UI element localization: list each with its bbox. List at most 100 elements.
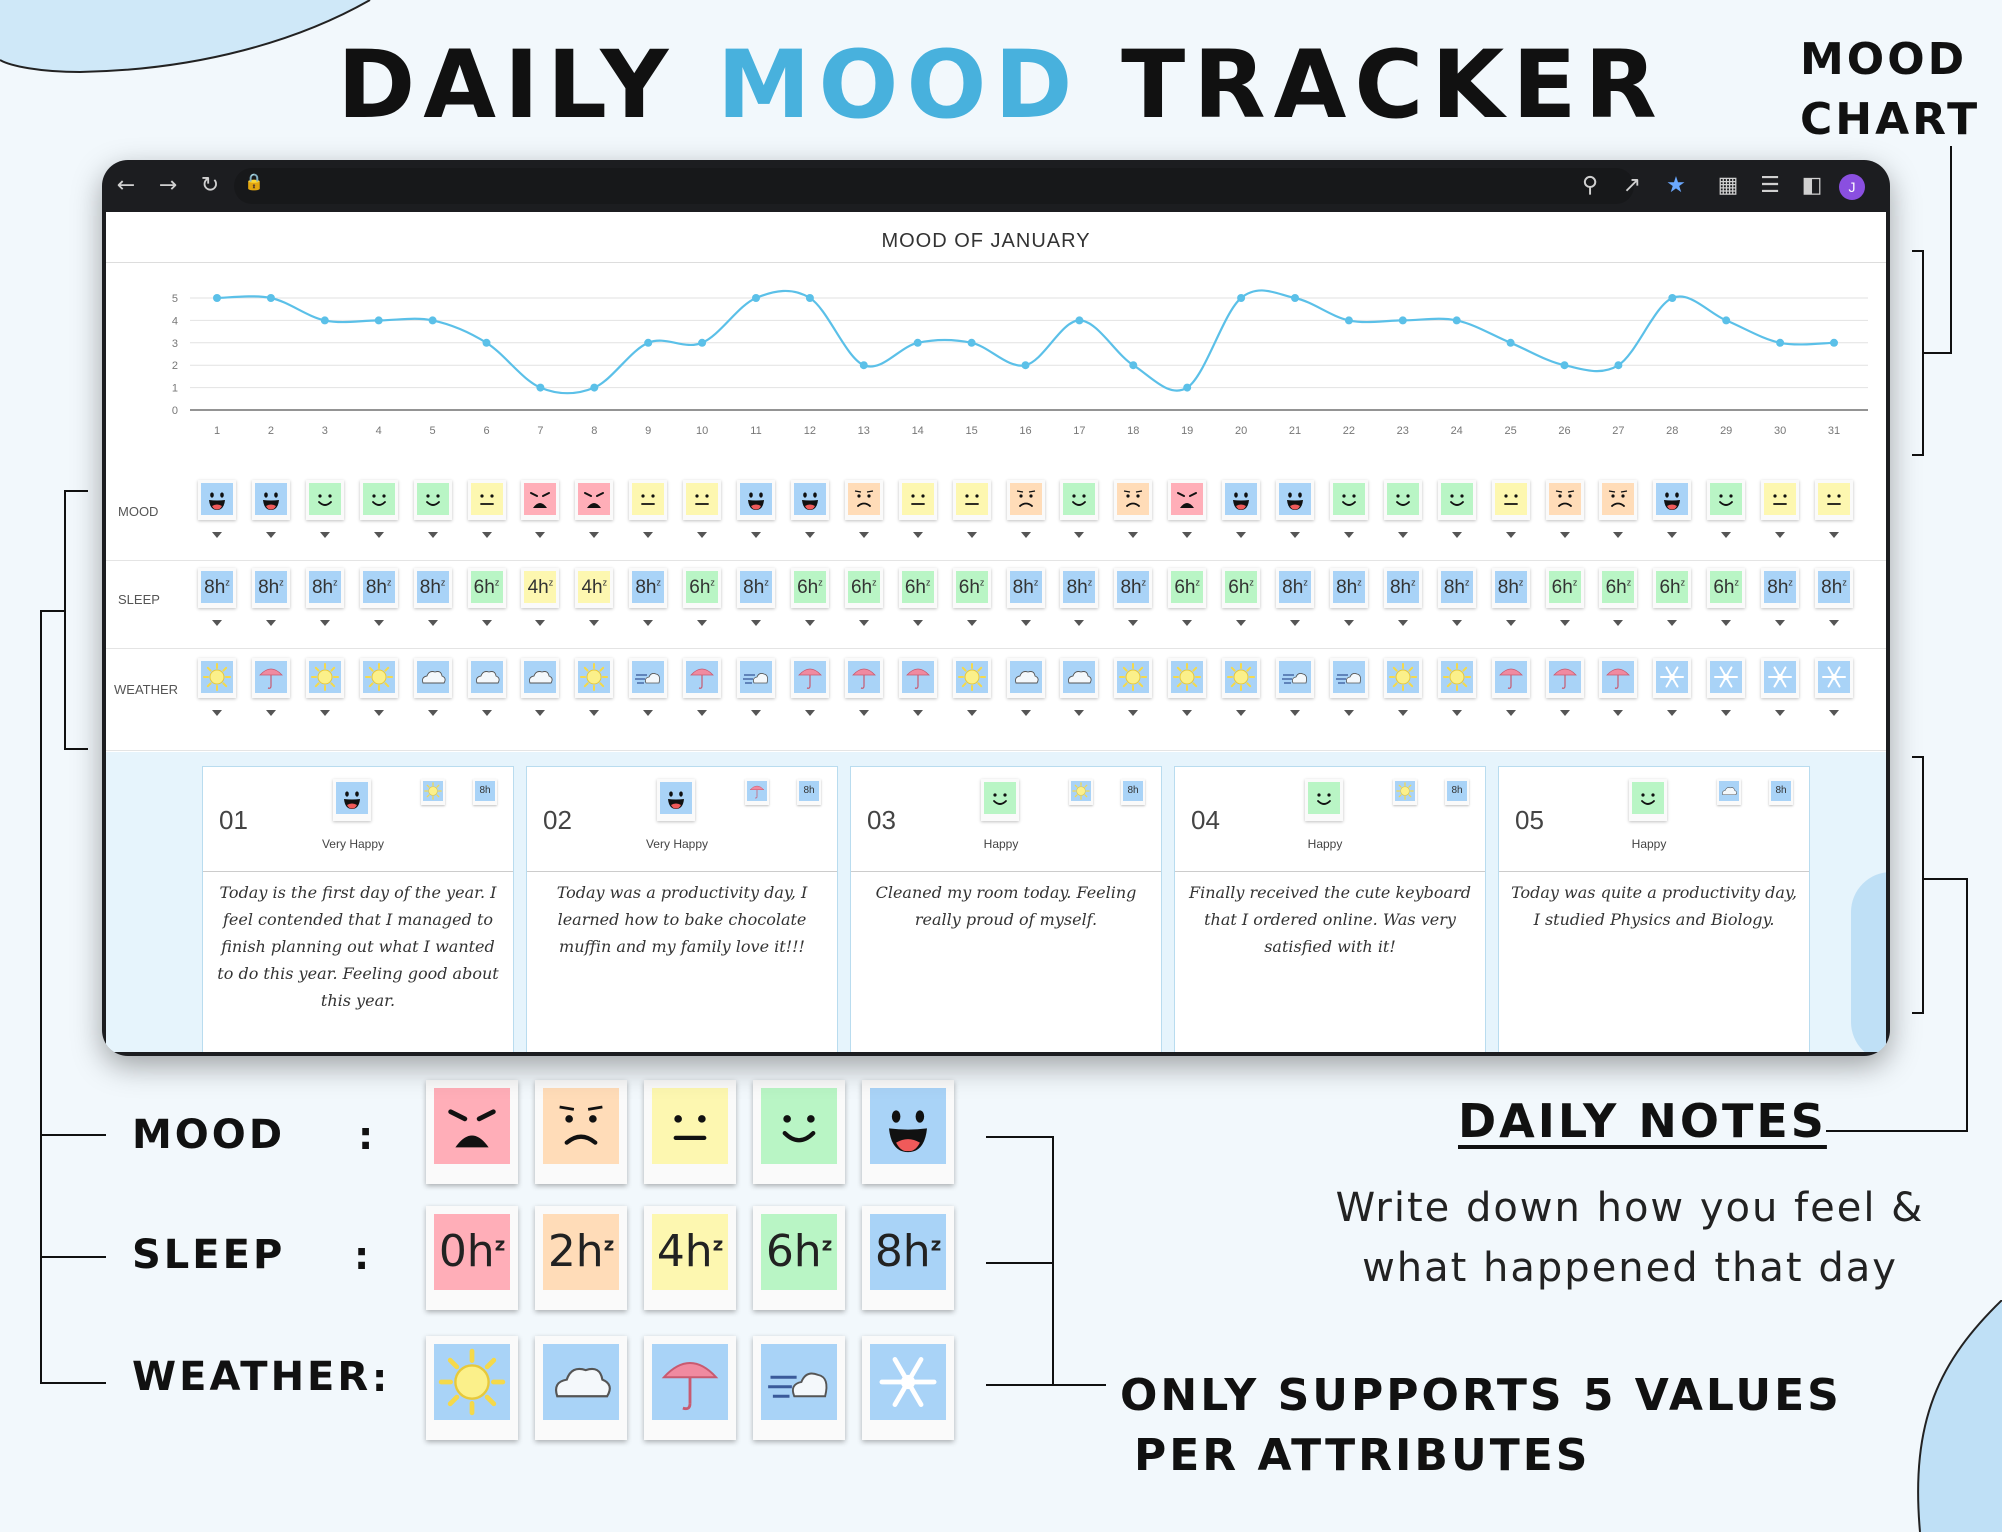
chevron-down-icon[interactable] (1074, 532, 1085, 538)
weather-cell-day-20[interactable] (1222, 658, 1261, 698)
note-mood-icon[interactable] (1629, 779, 1667, 821)
note-mood-icon[interactable] (333, 779, 371, 821)
mood-cell-day-30[interactable] (1761, 480, 1800, 520)
note-mood-icon[interactable] (1305, 779, 1343, 821)
daily-note-card[interactable]: 05 8h Happy Today was quite a productivity … (1498, 766, 1810, 1052)
mood-cell-day-13[interactable] (844, 480, 883, 520)
chevron-down-icon[interactable] (751, 710, 761, 716)
mood-cell-day-2[interactable] (251, 480, 290, 520)
sleep-cell-day-30[interactable]: 8hz (1761, 568, 1800, 608)
sleep-cell-day-11[interactable]: 8hz (737, 568, 775, 608)
mood-cell-day-26[interactable] (1545, 480, 1584, 520)
chevron-down-icon[interactable] (1020, 620, 1031, 626)
weather-cell-day-29[interactable] (1707, 658, 1746, 698)
address-bar[interactable]: 🔒 (234, 168, 1634, 204)
mood-cell-day-28[interactable] (1653, 480, 1692, 520)
chevron-down-icon[interactable] (1829, 710, 1839, 716)
chevron-down-icon[interactable] (319, 710, 330, 716)
sleep-cell-day-9[interactable]: 8hz (629, 568, 668, 608)
mood-cell-day-6[interactable] (467, 480, 506, 520)
weather-cell-day-28[interactable] (1653, 658, 1692, 698)
mood-cell-day-7[interactable] (521, 480, 560, 520)
chevron-down-icon[interactable] (535, 532, 546, 538)
mood-cell-day-16[interactable] (1006, 480, 1045, 520)
chevron-down-icon[interactable] (1613, 620, 1624, 626)
weather-cell-day-10[interactable] (683, 658, 722, 698)
sleep-cell-day-13[interactable]: 6hz (844, 568, 883, 608)
note-text[interactable]: Finally received the cute keyboard that … (1189, 883, 1471, 956)
mood-cell-day-14[interactable] (898, 480, 937, 520)
chevron-down-icon[interactable] (319, 532, 330, 538)
share-icon[interactable]: ↗ (1622, 173, 1642, 198)
note-weather-icon[interactable] (1717, 779, 1741, 805)
reload-icon[interactable]: ↻ (200, 173, 220, 198)
weather-cell-day-30[interactable] (1761, 658, 1800, 698)
chevron-down-icon[interactable] (1613, 710, 1624, 716)
chevron-down-icon[interactable] (427, 532, 438, 538)
note-text[interactable]: Today was a productivity day, I learned … (556, 883, 808, 956)
chevron-down-icon[interactable] (966, 620, 977, 626)
note-weather-icon[interactable] (421, 779, 445, 805)
chevron-down-icon[interactable] (1397, 710, 1408, 716)
sleep-cell-day-26[interactable]: 6hz (1545, 568, 1584, 608)
weather-cell-day-15[interactable] (952, 658, 991, 698)
sleep-cell-day-17[interactable]: 8hz (1060, 568, 1099, 608)
chevron-down-icon[interactable] (1721, 710, 1732, 716)
chevron-down-icon[interactable] (858, 620, 869, 626)
chevron-down-icon[interactable] (1829, 532, 1839, 538)
weather-cell-day-8[interactable] (575, 658, 614, 698)
weather-cell-day-25[interactable] (1491, 658, 1530, 698)
weather-cell-day-17[interactable] (1060, 658, 1099, 698)
chevron-down-icon[interactable] (535, 710, 546, 716)
mood-cell-day-24[interactable] (1437, 480, 1476, 520)
chevron-down-icon[interactable] (1290, 620, 1300, 626)
note-mood-icon[interactable] (981, 779, 1019, 821)
chevron-down-icon[interactable] (1775, 532, 1786, 538)
note-sleep-badge[interactable]: 8h (1769, 779, 1793, 805)
mood-cell-day-5[interactable] (413, 480, 452, 520)
chevron-down-icon[interactable] (1290, 532, 1300, 538)
chevron-down-icon[interactable] (1829, 620, 1839, 626)
sleep-cell-day-10[interactable]: 6hz (683, 568, 722, 608)
mood-cell-day-21[interactable] (1276, 480, 1314, 520)
mood-cell-day-11[interactable] (737, 480, 775, 520)
chevron-down-icon[interactable] (1182, 710, 1193, 716)
chevron-down-icon[interactable] (804, 532, 815, 538)
chevron-down-icon[interactable] (373, 532, 384, 538)
chevron-down-icon[interactable] (1721, 532, 1732, 538)
chevron-down-icon[interactable] (1667, 710, 1678, 716)
chevron-down-icon[interactable] (319, 620, 330, 626)
mood-cell-day-12[interactable] (790, 480, 829, 520)
weather-cell-day-12[interactable] (790, 658, 829, 698)
avatar[interactable]: J (1839, 174, 1865, 200)
note-sleep-badge[interactable]: 8h (1445, 779, 1469, 805)
chevron-down-icon[interactable] (966, 532, 977, 538)
mood-cell-day-19[interactable] (1168, 480, 1207, 520)
weather-cell-day-9[interactable] (629, 658, 668, 698)
chevron-down-icon[interactable] (1074, 710, 1085, 716)
zoom-icon[interactable]: ⚲ (1581, 173, 1599, 198)
chevron-down-icon[interactable] (535, 620, 546, 626)
sleep-cell-day-21[interactable]: 8hz (1276, 568, 1314, 608)
mood-cell-day-1[interactable] (198, 480, 236, 520)
chevron-down-icon[interactable] (481, 710, 492, 716)
weather-cell-day-31[interactable] (1815, 658, 1853, 698)
chevron-down-icon[interactable] (1721, 620, 1732, 626)
sleep-cell-day-27[interactable]: 6hz (1599, 568, 1638, 608)
mood-cell-day-17[interactable] (1060, 480, 1099, 520)
note-text[interactable]: Cleaned my room today. Feeling really pr… (875, 883, 1137, 929)
mood-cell-day-15[interactable] (952, 480, 991, 520)
chevron-down-icon[interactable] (1343, 620, 1354, 626)
sleep-cell-day-4[interactable]: 8hz (359, 568, 398, 608)
chevron-down-icon[interactable] (1451, 620, 1462, 626)
chevron-down-icon[interactable] (1343, 710, 1354, 716)
chevron-down-icon[interactable] (697, 532, 708, 538)
back-arrow-icon[interactable]: ← (116, 173, 136, 198)
chevron-down-icon[interactable] (1505, 710, 1516, 716)
chevron-down-icon[interactable] (1559, 620, 1570, 626)
sleep-cell-day-22[interactable]: 8hz (1329, 568, 1368, 608)
daily-note-card[interactable]: 01 8h Very Happy Today is the first day of … (202, 766, 514, 1052)
chevron-down-icon[interactable] (643, 710, 654, 716)
daily-note-card[interactable]: 04 8h Happy Finally received the cute keybo… (1174, 766, 1486, 1052)
note-text[interactable]: Today is the first day of the year. I fe… (217, 883, 499, 1010)
